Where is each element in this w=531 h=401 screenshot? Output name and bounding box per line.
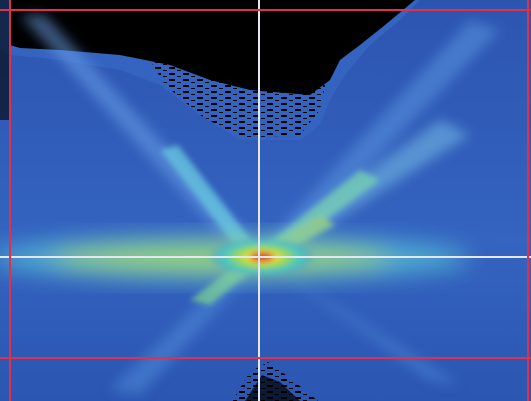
sparse-region [150,60,330,138]
empty-region-left [0,0,10,120]
